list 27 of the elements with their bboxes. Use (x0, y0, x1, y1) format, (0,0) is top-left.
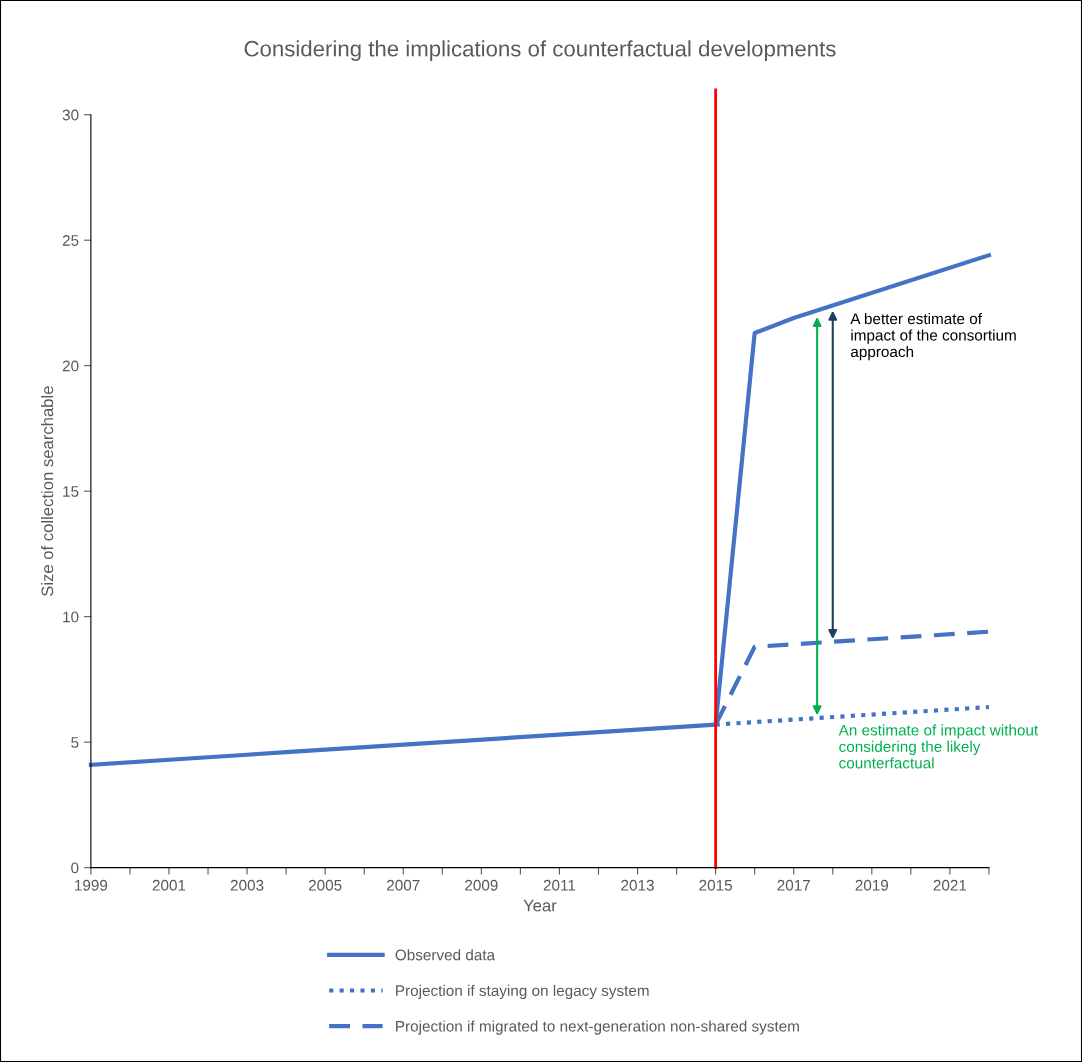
y-tick-label: 30 (62, 109, 79, 121)
legend-label: Projection if staying on legacy system (396, 984, 649, 1000)
x-axis-title: Year (523, 899, 557, 912)
y-tick-label: 25 (62, 235, 79, 246)
annotation: An estimate of impact without considering the likely counterfactual (838, 724, 1039, 769)
x-tick-label: 2019 (855, 879, 889, 891)
x-tick-label: 2015 (699, 879, 732, 891)
x-tick-label: 2021 (933, 879, 967, 891)
y-tick-label: 20 (62, 360, 79, 372)
x-tick-label: 2017 (777, 879, 810, 891)
y-tick-label: 10 (63, 611, 79, 623)
x-tick-label: 2009 (465, 879, 498, 891)
y-tick-label: 0 (71, 862, 79, 874)
x-tick-label: 2003 (230, 879, 264, 891)
annotation: A better estimate of impact of the consortium approach (850, 312, 1016, 361)
y-axis-title: Size of collection searchable (41, 386, 54, 597)
legend-label: Observed data (395, 949, 496, 961)
x-tick-label: 2011 (543, 879, 576, 891)
chart-title: Considering the implications of counterfactual developments (244, 40, 836, 61)
x-tick-label: 2001 (152, 879, 186, 891)
x-tick-label: 2007 (387, 879, 420, 891)
x-tick-label: 2005 (308, 879, 342, 891)
y-tick-label: 15 (63, 486, 79, 497)
x-tick-label: 1999 (75, 879, 108, 891)
x-tick-label: 2013 (621, 879, 654, 891)
legend-label: Projection if migrated to next-generation non-shared system (396, 1020, 799, 1035)
y-tick-label: 5 (71, 737, 79, 748)
